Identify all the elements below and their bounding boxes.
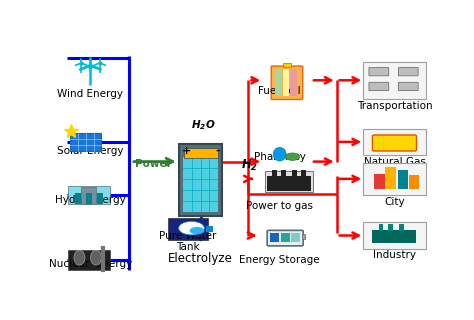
FancyBboxPatch shape	[290, 69, 297, 96]
Text: Hydro Energy: Hydro Energy	[55, 195, 126, 205]
Ellipse shape	[91, 250, 101, 265]
FancyBboxPatch shape	[301, 170, 306, 178]
FancyBboxPatch shape	[272, 170, 277, 178]
Text: Industry: Industry	[373, 250, 416, 260]
Ellipse shape	[74, 250, 85, 265]
FancyBboxPatch shape	[281, 233, 290, 243]
FancyBboxPatch shape	[385, 166, 396, 189]
Text: Natural Gas: Natural Gas	[364, 157, 425, 167]
FancyBboxPatch shape	[363, 163, 426, 195]
FancyBboxPatch shape	[388, 224, 392, 231]
Text: Pure Water
Tank: Pure Water Tank	[159, 231, 217, 252]
Text: City: City	[384, 196, 405, 207]
FancyBboxPatch shape	[283, 69, 289, 96]
Text: Solar Energy: Solar Energy	[57, 146, 124, 156]
FancyBboxPatch shape	[291, 233, 300, 243]
FancyBboxPatch shape	[373, 230, 417, 244]
FancyBboxPatch shape	[183, 157, 219, 212]
FancyBboxPatch shape	[398, 170, 409, 189]
FancyBboxPatch shape	[275, 69, 282, 96]
FancyBboxPatch shape	[82, 188, 96, 204]
FancyBboxPatch shape	[179, 144, 222, 216]
FancyBboxPatch shape	[301, 234, 305, 239]
Text: Power to gas: Power to gas	[246, 201, 313, 211]
FancyBboxPatch shape	[398, 82, 418, 91]
FancyBboxPatch shape	[292, 170, 297, 178]
Text: Power: Power	[135, 159, 171, 169]
FancyBboxPatch shape	[374, 174, 384, 189]
Text: Fuel cell: Fuel cell	[258, 86, 301, 96]
FancyBboxPatch shape	[281, 170, 286, 178]
Text: Wind Energy: Wind Energy	[57, 89, 123, 99]
FancyBboxPatch shape	[369, 82, 389, 91]
FancyBboxPatch shape	[369, 68, 389, 76]
FancyBboxPatch shape	[373, 135, 417, 151]
FancyBboxPatch shape	[70, 133, 101, 150]
FancyBboxPatch shape	[75, 193, 81, 204]
Text: +: +	[182, 146, 191, 156]
FancyBboxPatch shape	[97, 193, 102, 204]
Ellipse shape	[273, 148, 286, 161]
Text: Nuclear  Energy: Nuclear Energy	[49, 259, 132, 269]
FancyBboxPatch shape	[379, 224, 383, 231]
FancyBboxPatch shape	[363, 222, 426, 249]
Text: Energy Storage: Energy Storage	[239, 255, 320, 265]
FancyBboxPatch shape	[363, 62, 426, 99]
FancyBboxPatch shape	[267, 230, 303, 246]
Ellipse shape	[190, 227, 204, 234]
FancyBboxPatch shape	[398, 68, 418, 76]
FancyBboxPatch shape	[363, 129, 426, 155]
Text: -: -	[215, 146, 220, 156]
FancyBboxPatch shape	[271, 66, 303, 100]
Text: Transportation: Transportation	[356, 101, 432, 111]
FancyBboxPatch shape	[265, 172, 313, 192]
Text: $\bfit{H_2O}$: $\bfit{H_2O}$	[191, 118, 216, 132]
Ellipse shape	[179, 221, 204, 235]
Text: $\bfit{H_2}$: $\bfit{H_2}$	[241, 158, 258, 173]
Text: Electrolyze: Electrolyze	[168, 252, 233, 265]
Ellipse shape	[285, 153, 300, 160]
FancyBboxPatch shape	[283, 63, 291, 67]
FancyBboxPatch shape	[86, 193, 91, 204]
FancyBboxPatch shape	[168, 218, 208, 240]
FancyBboxPatch shape	[399, 224, 404, 231]
FancyBboxPatch shape	[409, 175, 419, 189]
FancyBboxPatch shape	[67, 186, 110, 204]
FancyBboxPatch shape	[184, 148, 218, 158]
FancyBboxPatch shape	[67, 250, 110, 270]
Text: Pharmacy: Pharmacy	[254, 152, 306, 162]
FancyBboxPatch shape	[206, 226, 213, 232]
FancyBboxPatch shape	[267, 176, 311, 191]
FancyBboxPatch shape	[271, 233, 279, 243]
